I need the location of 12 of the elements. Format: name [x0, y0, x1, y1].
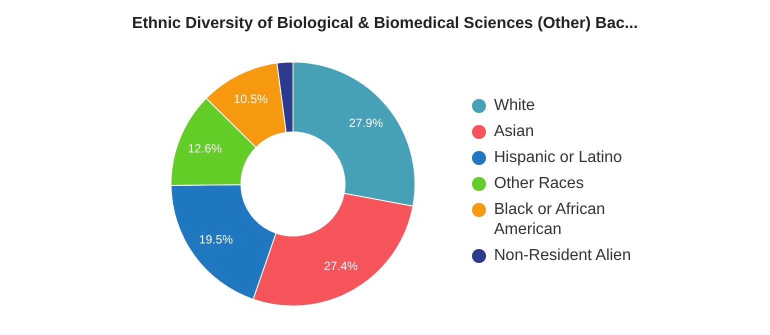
legend-label: Black or African American	[494, 200, 606, 240]
data-label: 12.6%	[188, 141, 222, 156]
data-label: 27.9%	[348, 116, 384, 130]
data-label: 10.5%	[234, 92, 268, 106]
chart-title: Ethnic Diversity of Biological & Biomedical Sciences (Other) Bac...	[131, 14, 639, 34]
legend-label: Non-Resident Alien	[494, 246, 632, 266]
legend-label: Hispanic or Latino	[494, 148, 624, 168]
legend-label: Asian	[494, 122, 536, 142]
legend-label: White	[494, 96, 536, 116]
legend-label: Other Races	[494, 174, 585, 194]
data-label: 19.5%	[198, 232, 234, 247]
data-label: 27.4%	[324, 259, 358, 274]
